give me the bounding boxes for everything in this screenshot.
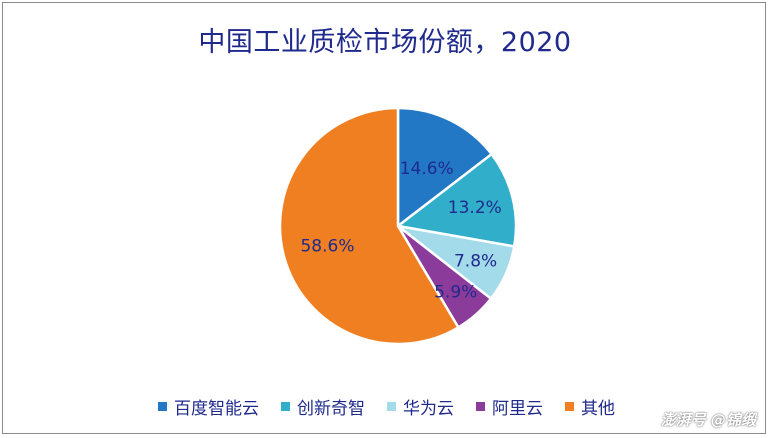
pie-slice-1 bbox=[396, 106, 494, 229]
legend-swatch bbox=[387, 402, 396, 411]
chart-legend: 百度智能云 创新奇智 华为云 阿里云 其他 bbox=[158, 394, 637, 419]
legend-swatch bbox=[281, 402, 290, 411]
legend-label: 创新奇智 bbox=[297, 399, 365, 419]
pie-slice-2 bbox=[394, 152, 518, 248]
legend-label: 百度智能云 bbox=[174, 399, 259, 419]
legend-item-5: 其他 bbox=[565, 394, 615, 419]
legend-swatch bbox=[565, 402, 574, 411]
legend-swatch bbox=[158, 402, 167, 411]
legend-item-4: 阿里云 bbox=[476, 394, 543, 419]
slice-label-3: 7.8% bbox=[454, 252, 497, 272]
slice-label-4: 5.9% bbox=[434, 283, 477, 303]
legend-item-2: 创新奇智 bbox=[281, 394, 365, 419]
legend-label: 华为云 bbox=[403, 399, 454, 419]
slice-label-5: 58.6% bbox=[300, 236, 354, 256]
pie-slice-5 bbox=[278, 106, 461, 346]
chart-title: 中国工业质检市场份额，2020 bbox=[198, 27, 572, 58]
legend-swatch bbox=[476, 402, 485, 411]
slice-label-1: 14.6% bbox=[400, 159, 454, 179]
legend-item-1: 百度智能云 bbox=[158, 394, 259, 419]
watermark: 澎湃号 @锦缎 bbox=[660, 411, 756, 429]
legend-label: 其他 bbox=[581, 399, 615, 419]
legend-item-3: 华为云 bbox=[387, 394, 454, 419]
slice-label-2: 13.2% bbox=[448, 198, 502, 218]
legend-label: 阿里云 bbox=[492, 399, 543, 419]
